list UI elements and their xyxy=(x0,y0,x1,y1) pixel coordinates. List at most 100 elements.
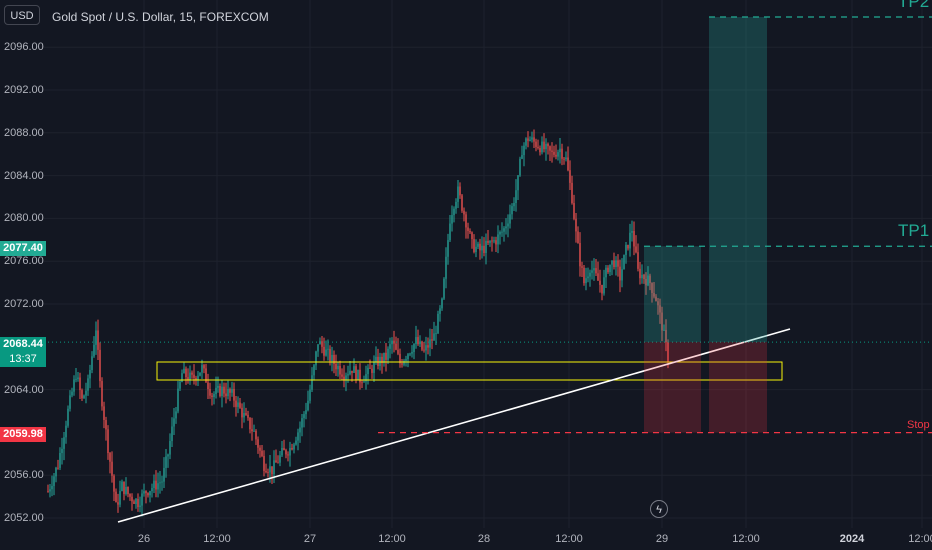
candle-body xyxy=(333,354,335,364)
candle-body xyxy=(571,182,573,204)
stop-label: Stop xyxy=(907,419,930,431)
candle-body xyxy=(651,283,653,294)
candle-body xyxy=(203,365,205,369)
candle-body xyxy=(91,356,93,371)
candle-body xyxy=(595,268,597,274)
candle-body xyxy=(255,430,257,440)
tp1-price-tag: 2077.40 xyxy=(0,241,46,256)
candle-body xyxy=(367,367,369,375)
candle-body xyxy=(653,293,655,297)
candle-body xyxy=(173,418,175,427)
candle-body xyxy=(345,375,347,380)
candle-body xyxy=(151,488,153,492)
candle-body xyxy=(469,230,471,233)
candle-body xyxy=(227,389,229,397)
candle-body xyxy=(199,372,201,376)
candle-body xyxy=(485,240,487,253)
candle-body xyxy=(339,365,341,375)
candle-body xyxy=(143,491,145,494)
candle-body xyxy=(627,244,629,249)
candle-body xyxy=(355,366,357,380)
candle-body xyxy=(321,341,323,347)
candle-body xyxy=(437,313,439,334)
support-zone-box xyxy=(156,361,783,381)
candle-body xyxy=(119,490,121,505)
candle-body xyxy=(269,466,271,473)
candle-body xyxy=(531,137,533,140)
time-tick-label: 29 xyxy=(655,533,669,545)
candle-body xyxy=(251,429,253,432)
candle-body xyxy=(171,426,173,442)
candle-body xyxy=(303,414,305,419)
candle-body xyxy=(75,378,77,380)
candle-body xyxy=(277,462,279,464)
price-tick-label: 2064.00 xyxy=(4,383,44,396)
candle-body xyxy=(97,330,99,350)
candle-body xyxy=(131,496,133,502)
candle-body xyxy=(291,448,293,450)
time-axis[interactable]: 26 12:00 27 12:00 28 12:00 29 12:00 2024 12:00 xyxy=(0,528,932,550)
candle-body xyxy=(293,444,295,450)
candle-body xyxy=(429,339,431,348)
candle-body xyxy=(667,342,669,363)
countdown-tag: 13:37 xyxy=(0,352,46,367)
candle-body xyxy=(631,231,633,233)
candle-body xyxy=(655,296,657,302)
candle-body xyxy=(133,501,135,504)
price-axis[interactable]: 2096.00 2092.00 2088.00 2084.00 2080.00 2076.… xyxy=(0,0,44,530)
candle-body xyxy=(185,368,187,378)
candle-body xyxy=(435,333,437,335)
candle-body xyxy=(105,420,107,430)
candle-body xyxy=(597,273,599,281)
time-tick-label: 12:00 xyxy=(908,533,932,545)
candle-body xyxy=(237,402,239,407)
candle-body xyxy=(123,481,125,494)
candle-body xyxy=(169,441,171,455)
candle-body xyxy=(385,352,387,360)
candle-body xyxy=(489,240,491,243)
candle-body xyxy=(499,231,501,235)
candle-body xyxy=(363,381,365,383)
candle-body xyxy=(493,240,495,242)
candle-body xyxy=(313,365,315,376)
currency-button[interactable]: USD xyxy=(4,5,40,25)
candle-body xyxy=(513,202,515,207)
candle-body xyxy=(559,148,561,153)
time-tick-label: 28 xyxy=(477,533,491,545)
candle-body xyxy=(639,268,641,279)
candle-body xyxy=(349,370,351,375)
current-price-tag: 2068.44 xyxy=(0,337,46,352)
price-tick-label: 2092.00 xyxy=(4,84,44,96)
candle-body xyxy=(533,137,535,142)
candle-body xyxy=(103,406,105,421)
stop-price-tag: 2059.98 xyxy=(0,427,46,442)
candle-body xyxy=(593,268,595,271)
candle-body xyxy=(601,284,603,294)
candle-body xyxy=(69,395,71,409)
candle-body xyxy=(581,266,583,268)
candle-body xyxy=(225,393,227,397)
candle-body xyxy=(421,341,423,350)
candle-body xyxy=(449,223,451,241)
candle-body xyxy=(219,386,221,396)
candle-body xyxy=(127,487,129,495)
candle-body xyxy=(381,356,383,363)
candle-body xyxy=(241,407,243,418)
candle-body xyxy=(297,432,299,441)
candle-body xyxy=(623,254,625,270)
candle-body xyxy=(445,256,447,279)
candle-body xyxy=(461,195,463,211)
candle-body xyxy=(109,452,111,462)
lightning-icon[interactable]: ϟ xyxy=(650,500,668,518)
price-tick-label: 2084.00 xyxy=(4,169,44,182)
candle-body xyxy=(565,157,567,160)
price-chart[interactable] xyxy=(0,0,932,528)
candle-body xyxy=(317,344,319,352)
candle-body xyxy=(587,276,589,279)
candle-body xyxy=(83,395,85,399)
candle-body xyxy=(129,494,131,497)
candle-body xyxy=(71,391,73,396)
candle-body xyxy=(463,210,465,215)
candle-body xyxy=(315,351,317,366)
